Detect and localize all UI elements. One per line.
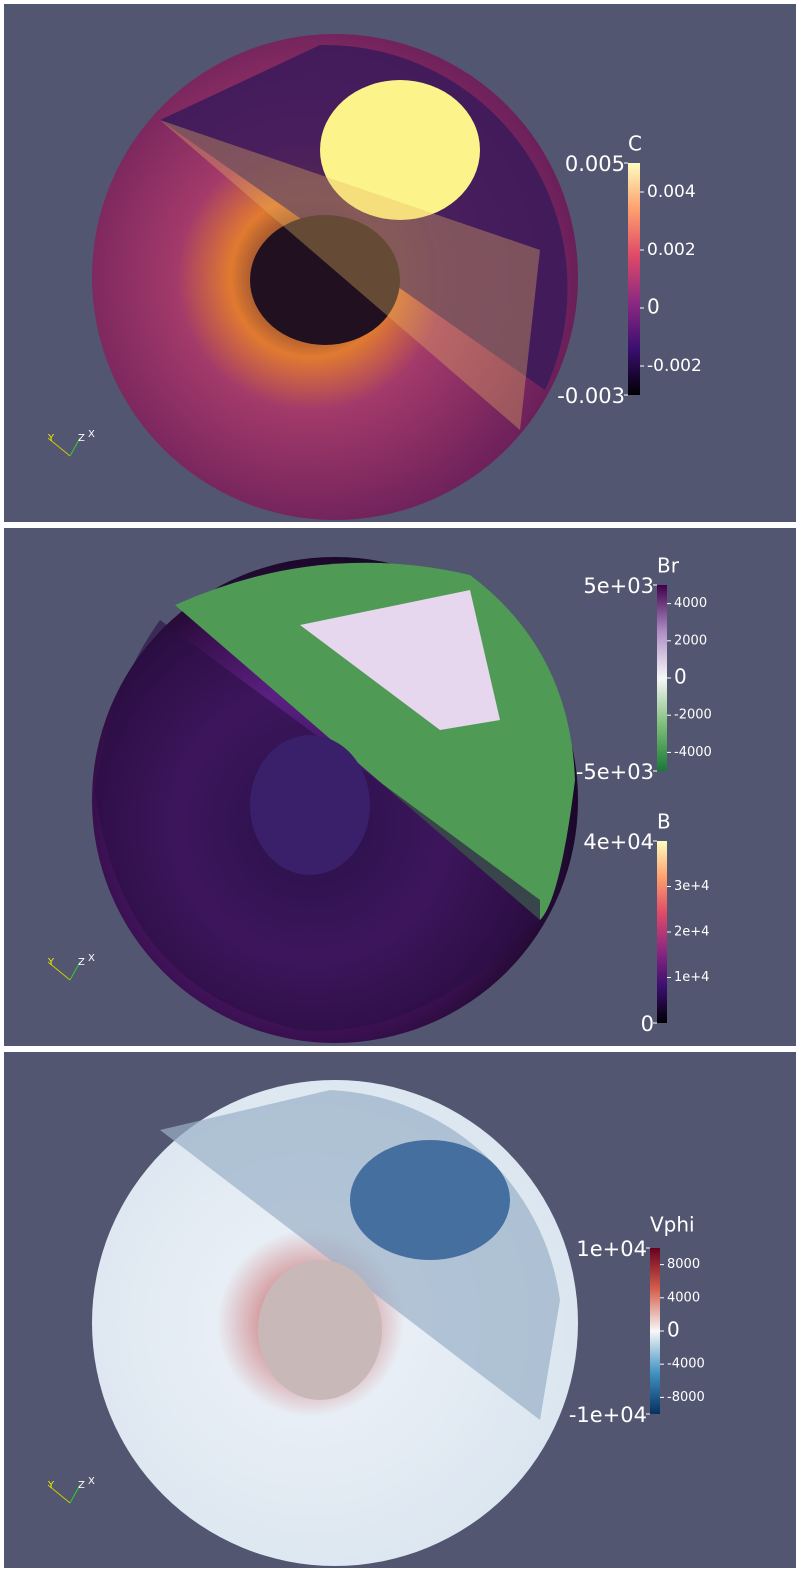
triad-axis <box>69 961 81 981</box>
triad-label: X <box>88 1476 95 1487</box>
tick-label: 0 <box>667 1318 680 1342</box>
tick-label: 8000 <box>667 1257 700 1272</box>
tick-label: 4000 <box>674 596 707 611</box>
range-label: -0.003 <box>557 384 625 408</box>
triad-label: Z <box>78 433 85 444</box>
colorbar-title: Br <box>657 554 680 578</box>
triad-axis <box>47 961 71 981</box>
colorbar-title: C <box>628 132 642 156</box>
tick-label: -4000 <box>674 745 712 760</box>
range-label: -1e+04 <box>569 1403 647 1427</box>
tick-label: 0 <box>647 295 660 319</box>
tick-label: 3e+4 <box>674 879 709 894</box>
range-label: 0.005 <box>565 152 625 176</box>
triad-label: Z <box>78 957 85 968</box>
triad-label: X <box>88 429 95 440</box>
range-label: 1e+04 <box>576 1237 647 1261</box>
range-label: -5e+03 <box>576 760 654 784</box>
triad-label: Y <box>47 433 55 444</box>
triad-label: Y <box>47 1480 55 1491</box>
tick-label: -2000 <box>674 708 712 723</box>
tick-label: 1e+4 <box>674 970 709 985</box>
panel <box>4 4 796 522</box>
tick-label: 2e+4 <box>674 925 709 940</box>
triad-label: Z <box>78 1480 85 1491</box>
colorbar <box>657 841 667 1023</box>
triad-label: X <box>88 953 95 964</box>
triad-axis <box>47 1484 71 1504</box>
tick-label: 0.002 <box>647 240 696 260</box>
colorbar <box>650 1248 660 1414</box>
panel <box>4 1052 796 1568</box>
tick-label: 2000 <box>674 633 707 648</box>
colorbar-title: Vphi <box>650 1213 695 1237</box>
range-label: 4e+04 <box>583 830 654 854</box>
triad-label: Y <box>47 957 55 968</box>
colorbar <box>628 163 640 395</box>
tick-label: -4000 <box>667 1357 705 1372</box>
triad-axis <box>47 437 71 457</box>
tick-label: 0 <box>674 665 687 689</box>
tick-label: -8000 <box>667 1390 705 1405</box>
range-label: 5e+03 <box>583 574 654 598</box>
tick-label: 0.004 <box>647 182 696 202</box>
range-label: 0 <box>641 1012 654 1036</box>
triad-axis <box>69 437 81 457</box>
tick-label: -0.002 <box>647 356 702 376</box>
tick-label: 4000 <box>667 1290 700 1305</box>
triad-axis <box>69 1484 81 1504</box>
colorbar-title: B <box>657 810 671 834</box>
colorbar <box>657 585 667 771</box>
